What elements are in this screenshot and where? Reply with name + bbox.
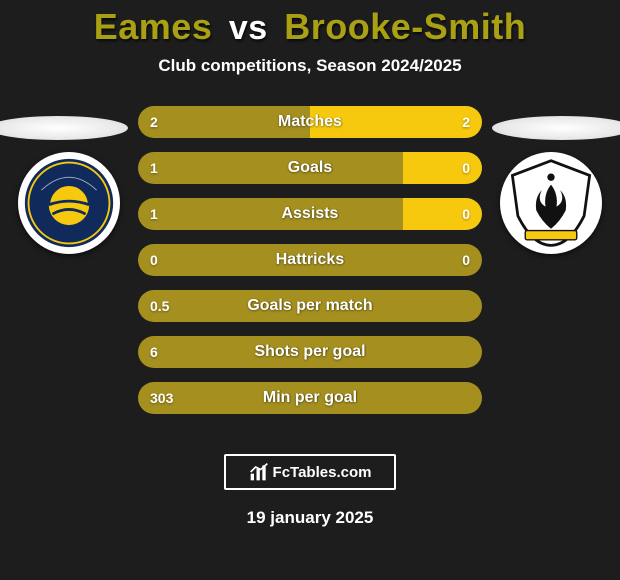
stat-bar-left xyxy=(138,290,482,322)
vs-separator: vs xyxy=(229,9,268,47)
stat-row: Matches22 xyxy=(138,106,482,138)
stat-bar-left xyxy=(138,106,310,138)
stat-row: Assists10 xyxy=(138,198,482,230)
stat-bar-track xyxy=(138,152,482,184)
comparison-arena: Matches22 Goals10 Assists10 Hattricks00 Goal… xyxy=(0,106,620,426)
pedestal-right xyxy=(492,116,620,140)
stat-bar-right xyxy=(403,198,482,230)
stat-bar-track xyxy=(138,198,482,230)
stat-bar-track xyxy=(138,106,482,138)
stat-row: Hattricks00 xyxy=(138,244,482,276)
team-badge-right xyxy=(500,152,602,254)
stat-bar-left xyxy=(138,336,482,368)
stat-bar-track xyxy=(138,336,482,368)
stat-bar-track xyxy=(138,244,482,276)
footer-date: 19 january 2025 xyxy=(0,508,620,528)
stat-row: Goals10 xyxy=(138,152,482,184)
pedestal-left xyxy=(0,116,128,140)
stat-bar-track xyxy=(138,290,482,322)
stat-bars: Matches22 Goals10 Assists10 Hattricks00 Goal… xyxy=(138,106,482,428)
subtitle: Club competitions, Season 2024/2025 xyxy=(0,56,620,76)
stat-bar-track xyxy=(138,382,482,414)
comparison-title: Eames vs Brooke-Smith xyxy=(0,0,620,48)
stat-bar-left xyxy=(138,152,403,184)
stat-bar-left xyxy=(138,198,403,230)
stat-bar-right xyxy=(403,152,482,184)
stat-row: Min per goal303 xyxy=(138,382,482,414)
stat-bar-left xyxy=(138,244,482,276)
mariners-crest-icon xyxy=(23,157,115,249)
stat-bar-right xyxy=(310,106,482,138)
stat-row: Shots per goal6 xyxy=(138,336,482,368)
brand-text: FcTables.com xyxy=(273,464,372,481)
stat-bar-left xyxy=(138,382,482,414)
player1-name: Eames xyxy=(94,6,213,47)
team-badge-left xyxy=(18,152,120,254)
stat-row: Goals per match0.5 xyxy=(138,290,482,322)
player2-name: Brooke-Smith xyxy=(284,6,526,47)
phoenix-crest-icon xyxy=(505,157,597,249)
chart-icon xyxy=(249,462,269,482)
brand-badge: FcTables.com xyxy=(224,454,396,490)
